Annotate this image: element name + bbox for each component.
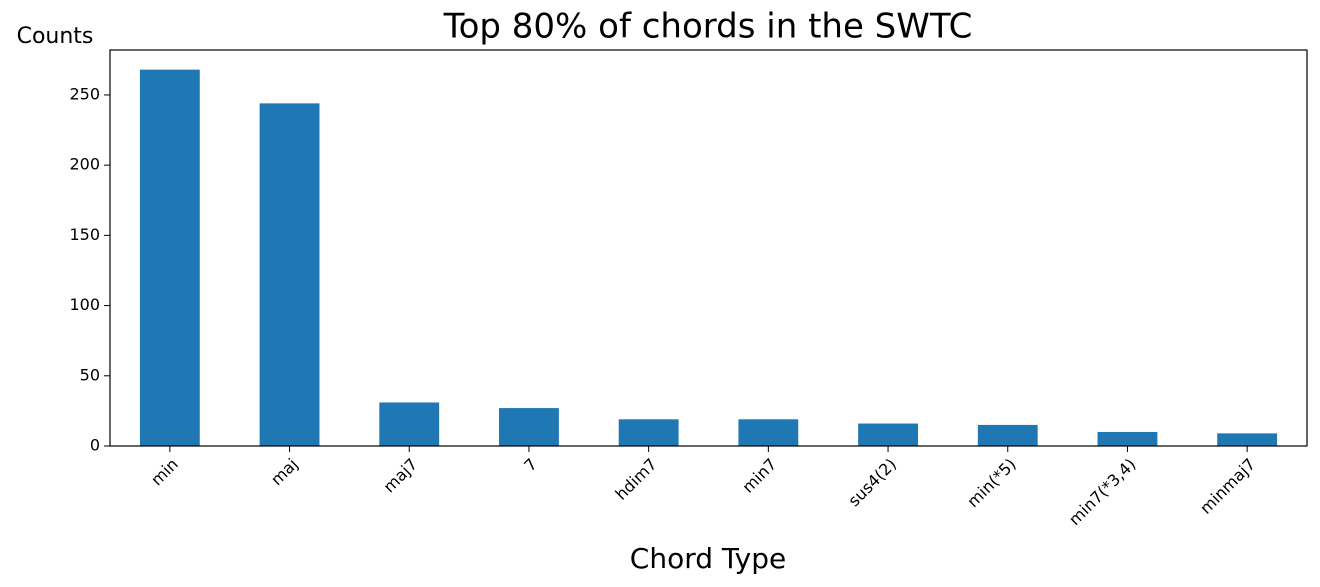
bar [139,69,200,446]
x-tick-label: hdim7 [612,455,661,504]
y-tick-label: 250 [69,84,100,103]
x-tick-label: min(*5) [963,455,1019,511]
x-tick-label: min7 [738,455,780,497]
y-axis-label: Counts [17,24,94,49]
bar [259,103,320,447]
chart-title: Top 80% of chords in the SWTC [443,7,973,47]
x-axis-label: Chord Type [630,542,786,575]
y-tick-label: 200 [69,155,100,174]
bar [499,408,559,446]
bar [858,423,918,446]
x-tick-label: min7(*3,4) [1065,455,1139,529]
y-tick-label: 150 [69,225,100,244]
bar [977,424,1038,446]
x-tick-label: maj [267,455,302,490]
y-tick-label: 0 [90,436,100,455]
bar [379,402,440,446]
bar [738,419,799,446]
bar [1097,431,1158,446]
plot-frame [109,49,1308,447]
x-tick-label: min [147,455,182,490]
x-tick-label: maj7 [380,455,422,497]
y-tick-label: 100 [69,295,100,314]
x-tick-label: minmaj7 [1196,455,1259,518]
bar [618,419,679,446]
x-tick-label: sus4(2) [844,455,900,511]
y-tick-label: 50 [80,365,100,384]
bar [1217,433,1278,446]
x-tick-label: 7 [520,455,541,476]
